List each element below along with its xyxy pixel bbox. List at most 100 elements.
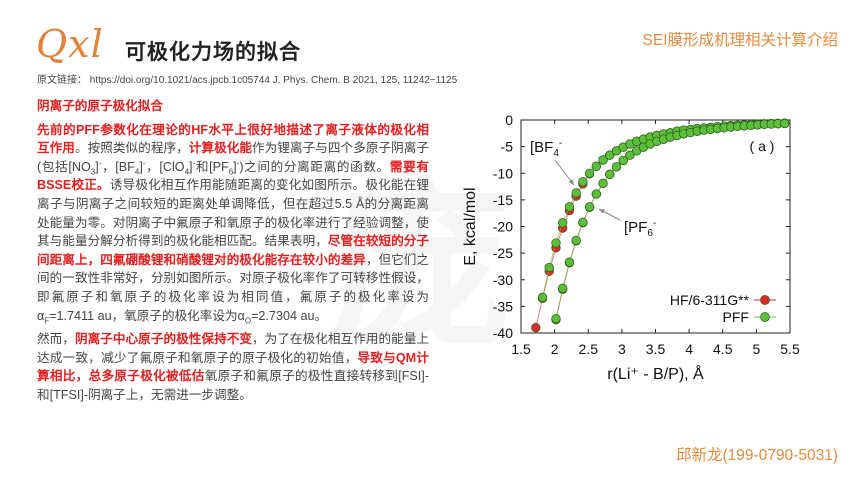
y-tick-label: -5: [501, 139, 514, 155]
text-segment: ]: [95, 159, 99, 174]
hf-point: [531, 323, 541, 333]
text-segment: 3: [90, 167, 96, 177]
legend-label: HF/6-311G**: [670, 292, 750, 308]
pf6-annotation-label-sub: 6: [647, 228, 653, 239]
text-segment: ，但它们之间的一致性非常好，分别如图所示。对原子极化率作了可转移性假设，即氟原子…: [37, 252, 430, 323]
citation: 原文链接： https://doi.org/10.1021/acs.jpcb.1…: [37, 75, 458, 86]
y-tick-label: -20: [493, 219, 513, 235]
text-segment: 氧原子和氟原子的极性直接转移到[FSI]-和[TFSI]-阴离子上，无需进一步调…: [37, 369, 429, 402]
topic-title: SEI膜形成机理相关计算介绍: [642, 32, 838, 49]
pff-point: [779, 118, 790, 129]
text-segment: O: [244, 316, 252, 326]
logo: Qxl: [36, 22, 104, 66]
pff-point: [611, 162, 622, 172]
y-tick-label: -30: [493, 272, 513, 288]
x-tick-label: 1.5: [511, 341, 531, 357]
text-segment: -: [192, 158, 196, 168]
pff-point: [618, 155, 628, 166]
text-segment: )之间的分离距离的函数。: [239, 159, 390, 174]
pff-point: [584, 202, 595, 212]
pff-point: [591, 161, 601, 171]
pff-point: [578, 217, 588, 227]
legend-marker: [760, 312, 770, 322]
x-tick-label: 4: [685, 341, 693, 357]
text-segment: 。按照类似的程序，: [74, 141, 189, 156]
pff-point: [558, 283, 568, 293]
bf4-annotation-label-sub: 4: [553, 148, 559, 159]
pff-point: [584, 168, 595, 178]
text-segment: ，[ClO: [145, 159, 185, 174]
paragraph: 然而，阴离子中心原子的极性保持不变，为了在极化相互作用的能量上达成一致，减少了氟…: [37, 330, 429, 404]
y-tick-label: -40: [493, 325, 513, 341]
paragraph: 先前的PFF参数化在理论的HF水平上很好地描述了离子液体的极化相互作用。按照类似…: [37, 121, 429, 326]
text-segment: ]: [233, 159, 237, 174]
pff-point: [598, 155, 608, 165]
pf6-annotation-label-base: [PF: [624, 219, 647, 236]
pff-point: [625, 150, 635, 160]
text-segment: =1.7411 au，氧原子的极化率设为α: [49, 308, 245, 323]
text-segment: F: [44, 316, 50, 326]
pff-point: [544, 262, 554, 273]
text-segment: ]: [139, 159, 143, 174]
pff-point: [551, 313, 561, 324]
pff-point: [605, 150, 615, 160]
x-axis-label: r(Li⁺ - B/P), Å: [607, 364, 704, 383]
x-tick-label: 5: [752, 341, 760, 357]
x-tick-label: 4.5: [713, 341, 733, 357]
text-segment: -: [142, 158, 146, 168]
highlighted-text: 导致与QM计算相比，总多原子极化被低估: [37, 350, 429, 384]
bf4-annotation-label: [BF4-: [530, 138, 562, 159]
series-line: [542, 122, 785, 298]
y-tick-label: 0: [505, 112, 513, 128]
text-segment: ，为了在极化相互作用的能量上达成一致，减少了氟原子和氧原子的原子极化的初始值，: [37, 332, 430, 365]
pff-point: [551, 238, 561, 248]
text-segment: 作为锂离子与四个多原子阴离子(包括[NO: [37, 141, 430, 174]
x-tick-label: 3.5: [646, 341, 666, 357]
polarization-energy-chart: 0-5-10-15-20-25-30-35-401.5 2 2.5 3 3.5 4 4.5 5…: [462, 112, 800, 383]
pff-point: [605, 169, 615, 179]
y-tick-label: -15: [493, 192, 513, 208]
x-tick-label: 2.5: [579, 341, 599, 357]
text-segment: ，[BF: [101, 159, 135, 174]
author-contact: 邱新龙(199-0790-5031): [676, 447, 838, 464]
text-segment: =2.7304 au。: [251, 308, 328, 323]
pff-point: [571, 188, 581, 198]
pff-point: [598, 178, 608, 189]
text-segment: 6: [228, 167, 234, 177]
highlighted-text: 需要有BSSE校正。: [37, 159, 429, 193]
bf4-annotation-arrowhead: [568, 179, 574, 185]
legend-marker: [760, 295, 770, 305]
y-tick-label: -35: [493, 298, 513, 314]
text-segment: 然而，: [37, 332, 75, 347]
text-segment: 和[PF: [195, 159, 229, 174]
pff-point: [558, 218, 568, 228]
panel-label: ( a ): [750, 138, 775, 154]
highlighted-text: 阴离子中心原子的极性保持不变: [74, 332, 253, 347]
pf6-annotation-label-sup: -: [653, 218, 656, 229]
pf6-annotation-label: [PF6-: [624, 218, 656, 239]
highlighted-text: 尽管在较短的分子间距离上，四氟硼酸锂和硝酸锂对的极化能存在较小的差异: [37, 234, 430, 267]
text-segment: 4: [134, 167, 140, 177]
pff-point: [537, 292, 548, 302]
y-axis-label: E, kcal/mol: [462, 187, 479, 265]
text-segment: 4: [184, 167, 190, 177]
highlighted-text: 先前的PFF参数化在理论的HF水平上很好地描述了离子液体的极化相互作用: [37, 122, 429, 156]
pff-point: [571, 235, 581, 245]
page-title: 可极化力场的拟合: [125, 41, 301, 64]
text-segment: -: [98, 158, 102, 168]
x-tick-label: 5.5: [780, 341, 800, 357]
highlighted-text: 计算极化能: [188, 141, 253, 156]
x-tick-label: 2: [551, 341, 559, 357]
y-tick-label: -25: [493, 245, 513, 261]
pff-point: [591, 189, 601, 199]
text-content: 阴离子的原子极化拟合 先前的PFF参数化在理论的HF水平上很好地描述了离子液体的…: [37, 97, 429, 410]
section-heading: 阴离子的原子极化拟合: [37, 99, 163, 113]
legend-label: PFF: [723, 309, 749, 325]
pff-point: [564, 202, 575, 212]
text-segment: ]: [189, 159, 193, 174]
bf4-annotation-label-base: [BF: [530, 139, 553, 156]
text-segment: 诱导极化相互作用能随距离的变化如图所示。极化能在锂离子与阴离子之间较短的距离处单…: [37, 178, 430, 249]
y-tick-label: -10: [493, 165, 513, 181]
pff-point: [578, 177, 588, 187]
text-segment: -: [236, 158, 240, 168]
